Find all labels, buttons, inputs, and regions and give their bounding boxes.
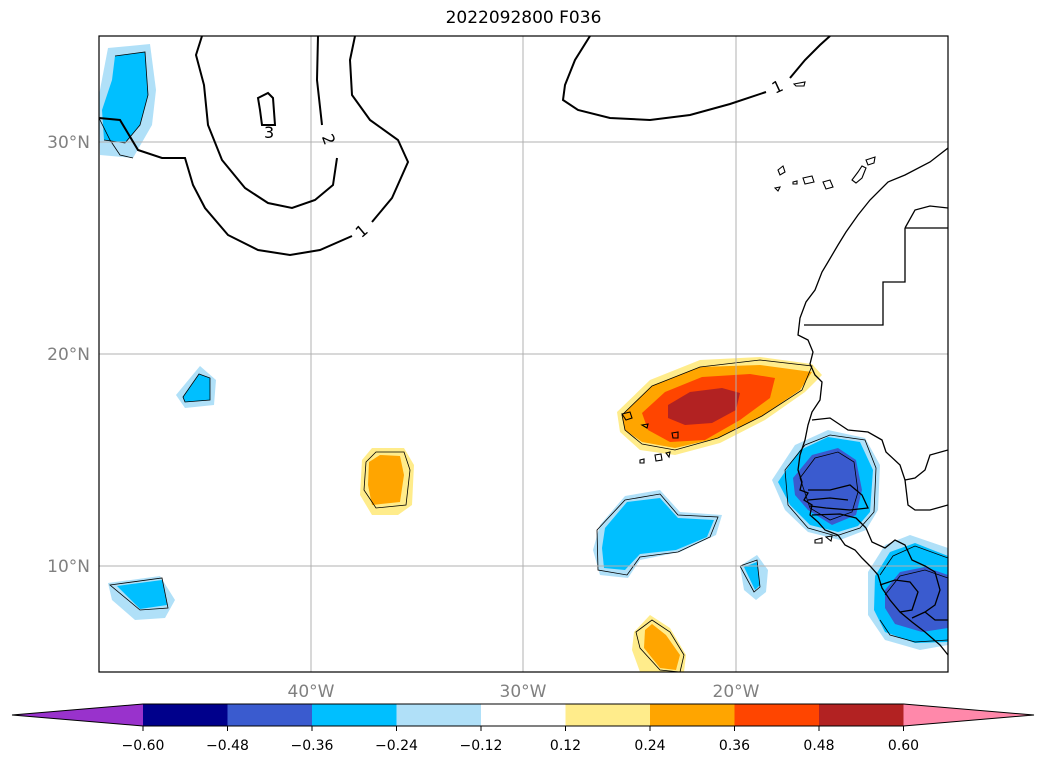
lon-labels: 40°W 30°W 20°W (288, 682, 760, 702)
contour-label: 3 (264, 123, 274, 142)
anomaly-outline (739, 559, 761, 593)
contour-label: 2 (318, 131, 339, 147)
colorbar-segment (312, 704, 397, 726)
anomaly-region-positive (668, 388, 740, 425)
colorbar-extend-high (903, 704, 1034, 726)
colorbar-segment (650, 704, 735, 726)
anomaly-outline (596, 493, 719, 576)
anomaly-outline (363, 451, 411, 509)
colorbar-tick-label: 0.60 (888, 738, 919, 754)
anomaly-region-positive (644, 624, 680, 670)
island-cape-verde (671, 431, 679, 439)
colorbar-tick-label: 0.12 (550, 738, 581, 754)
colorbar-segment (143, 704, 228, 726)
island-cape-verde (621, 411, 633, 421)
island-canary (802, 175, 815, 185)
map-area: 3 2 1 1 (99, 36, 948, 672)
contour-line-1 (99, 117, 353, 257)
border-guinea (865, 527, 941, 619)
anomaly-region-negative (602, 498, 714, 570)
lon-label: 40°W (288, 682, 335, 702)
colorbar-segment (481, 704, 566, 726)
anomaly-outline (635, 619, 685, 672)
contour-labels: 3 2 1 1 (264, 76, 786, 241)
lat-labels: 30°N 20°N 10°N (47, 133, 90, 577)
anomaly-outline (879, 619, 948, 643)
anomaly-outline (621, 359, 813, 451)
height-contours (99, 36, 831, 257)
border-algeria (804, 228, 906, 326)
lat-label: 30°N (47, 133, 90, 153)
colorbar-tick-label: −0.24 (375, 738, 418, 754)
contour-line-1 (348, 36, 410, 223)
contour-label: 1 (769, 76, 786, 98)
colorbar-segment (396, 704, 482, 726)
colorbar: −0.60 −0.48 −0.36 −0.24 −0.12 0.12 0.24 0.36 0.4… (11, 703, 1035, 754)
anomaly-fill-layer (99, 44, 948, 672)
colorbar-tick-label: 0.48 (803, 738, 834, 754)
gridlines (99, 36, 948, 672)
colorbar-tick-label: −0.36 (291, 738, 334, 754)
anomaly-outline (99, 117, 134, 159)
contour-line-2 (194, 36, 338, 210)
island-canary (822, 179, 834, 190)
island-cape-verde (640, 423, 649, 429)
island-canary (865, 156, 876, 166)
island-canary (773, 186, 781, 192)
colorbar-tick-label: −0.60 (122, 738, 165, 754)
lat-label: 20°N (47, 345, 90, 365)
contour-line-3 (256, 91, 277, 126)
contour-line-2 (315, 36, 323, 126)
anomaly-outline (182, 373, 211, 403)
border-sierra-leone (879, 579, 919, 613)
island-bijagos (814, 537, 823, 544)
anomaly-region-positive (368, 455, 404, 505)
island-bijagos (824, 535, 833, 542)
anomaly-region-negative (885, 567, 948, 632)
colorbar-extend-low (12, 704, 143, 726)
colorbar-tick-label: 0.36 (719, 738, 750, 754)
colorbar-tick-label: −0.12 (460, 738, 503, 754)
contour-line-1-north (789, 36, 831, 79)
anomaly-outline-layer (99, 51, 948, 672)
border-mali (904, 479, 948, 511)
island-cape-verde (639, 458, 645, 464)
island-canary (851, 165, 867, 184)
border-senegal (808, 484, 869, 511)
coastlines (797, 147, 948, 656)
border-liberia (924, 611, 948, 621)
border-morocco (904, 205, 948, 229)
anomaly-outline (109, 577, 169, 611)
border-gambia (807, 497, 849, 501)
island-cape-verde (665, 451, 671, 459)
anomaly-outline (884, 569, 948, 596)
anomaly-outline (784, 434, 877, 537)
lat-label: 10°N (47, 557, 90, 577)
island-madeira (792, 81, 806, 87)
colorbar-segment (819, 704, 904, 726)
colorbar-segment (565, 704, 651, 726)
islands (621, 81, 876, 544)
map-title: 2022092800 F036 (445, 8, 602, 28)
island-cape-verde (654, 453, 663, 462)
contour-line-1-north (561, 36, 767, 122)
island-canary (792, 180, 798, 185)
contour-label: 1 (352, 220, 372, 241)
anomaly-region-negative (183, 374, 210, 402)
anomaly-region-negative (117, 580, 167, 609)
lon-label: 30°W (500, 682, 547, 702)
anomaly-region-negative (744, 562, 760, 590)
colorbar-segment (227, 704, 313, 726)
colorbar-tick-label: −0.48 (206, 738, 249, 754)
coastline-africa (797, 147, 948, 656)
border-mauritania (811, 417, 948, 481)
colorbar-tick-label: 0.24 (634, 738, 665, 754)
border-guinea-bissau (811, 513, 867, 529)
lon-label: 20°W (713, 682, 760, 702)
map-frame (98, 35, 949, 673)
colorbar-segment (734, 704, 820, 726)
island-canary (777, 165, 786, 176)
